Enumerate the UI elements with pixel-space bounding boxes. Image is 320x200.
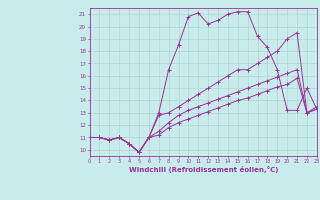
X-axis label: Windchill (Refroidissement éolien,°C): Windchill (Refroidissement éolien,°C) (129, 166, 278, 173)
